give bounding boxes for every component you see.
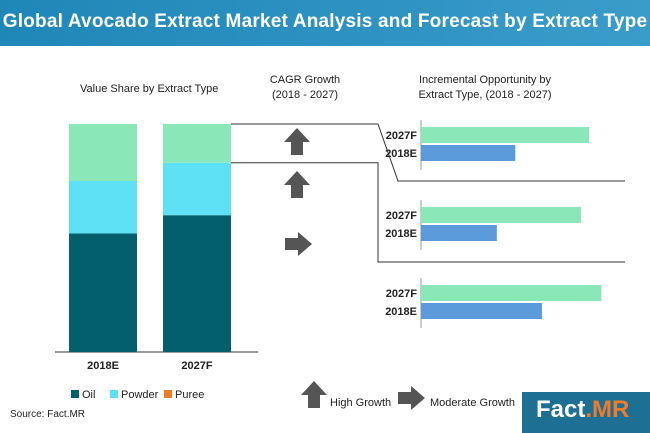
stacked-bar-2027f-powder xyxy=(163,162,231,216)
opportunity-bar-2-2027f xyxy=(421,207,581,223)
legend-moderate-growth-label: Moderate Growth xyxy=(430,397,515,409)
opportunity-label-3-2018e: 2018E xyxy=(385,306,417,318)
stacked-bar-2018e-oil xyxy=(69,233,137,352)
stacked-bar-2018e-powder xyxy=(69,181,137,234)
opportunity-title-line2: Extract Type, (2018 - 2027) xyxy=(418,89,552,101)
opportunity-label-2-2027f: 2027F xyxy=(386,210,417,222)
legend-swatch-oil xyxy=(71,390,79,398)
opportunity-label-3-2027f: 2027F xyxy=(386,288,417,300)
legend-label-oil: Oil xyxy=(82,389,95,401)
x-tick-label-2027f: 2027F xyxy=(181,360,212,372)
legend-moderate-growth-icon xyxy=(398,386,425,410)
opportunity-bar-2-2018e xyxy=(421,225,497,241)
factmr-logo: Fact.MR xyxy=(536,396,629,424)
legend-swatch-powder xyxy=(110,390,118,398)
legend-swatch-puree xyxy=(164,390,172,398)
opportunity-title-line1: Incremental Opportunity by xyxy=(418,74,552,86)
stacked-bar-2027f-oil xyxy=(163,215,231,352)
cagr-high-growth-arrow-2 xyxy=(284,171,310,198)
logo-part-fact: Fact xyxy=(536,396,586,423)
cagr-title-line1: CAGR Growth xyxy=(269,74,341,86)
opportunity-label-2-2018e: 2018E xyxy=(385,228,417,240)
opportunity-label-1-2018e: 2018E xyxy=(385,148,417,160)
source-note: Source: Fact.MR xyxy=(10,409,86,420)
connector-line-1 xyxy=(231,123,625,182)
legend-high-growth-label: High Growth xyxy=(330,397,391,409)
header-banner: Global Avocado Extract Market Analysis a… xyxy=(0,0,650,46)
legend-label-puree: Puree xyxy=(175,389,204,401)
connector-line-2 xyxy=(231,162,625,263)
opportunity-bar-3-2027f xyxy=(421,285,602,301)
opportunity-bar-1-2027f xyxy=(421,127,590,143)
logo-part-mr: .MR xyxy=(585,396,630,423)
logo-background xyxy=(522,392,650,433)
page-title: Global Avocado Extract Market Analysis a… xyxy=(2,11,648,32)
opportunity-bar-1-2018e xyxy=(421,145,516,161)
cagr-title-line2: (2018 - 2027) xyxy=(271,89,339,101)
x-tick-label-2018e: 2018E xyxy=(87,360,119,372)
stacked-bar-2018e-puree xyxy=(69,124,137,181)
stacked-bar-2027f-puree xyxy=(163,124,231,163)
opportunity-label-1-2027f: 2027F xyxy=(386,130,417,142)
cagr-moderate-growth-arrow xyxy=(285,232,312,256)
value-share-title: Value Share by Extract Type xyxy=(80,83,219,95)
legend-label-powder: Powder xyxy=(121,389,159,401)
opportunity-bar-3-2018e xyxy=(421,303,542,319)
legend-high-growth-icon xyxy=(301,381,327,408)
cagr-high-growth-arrow-1 xyxy=(284,128,310,155)
